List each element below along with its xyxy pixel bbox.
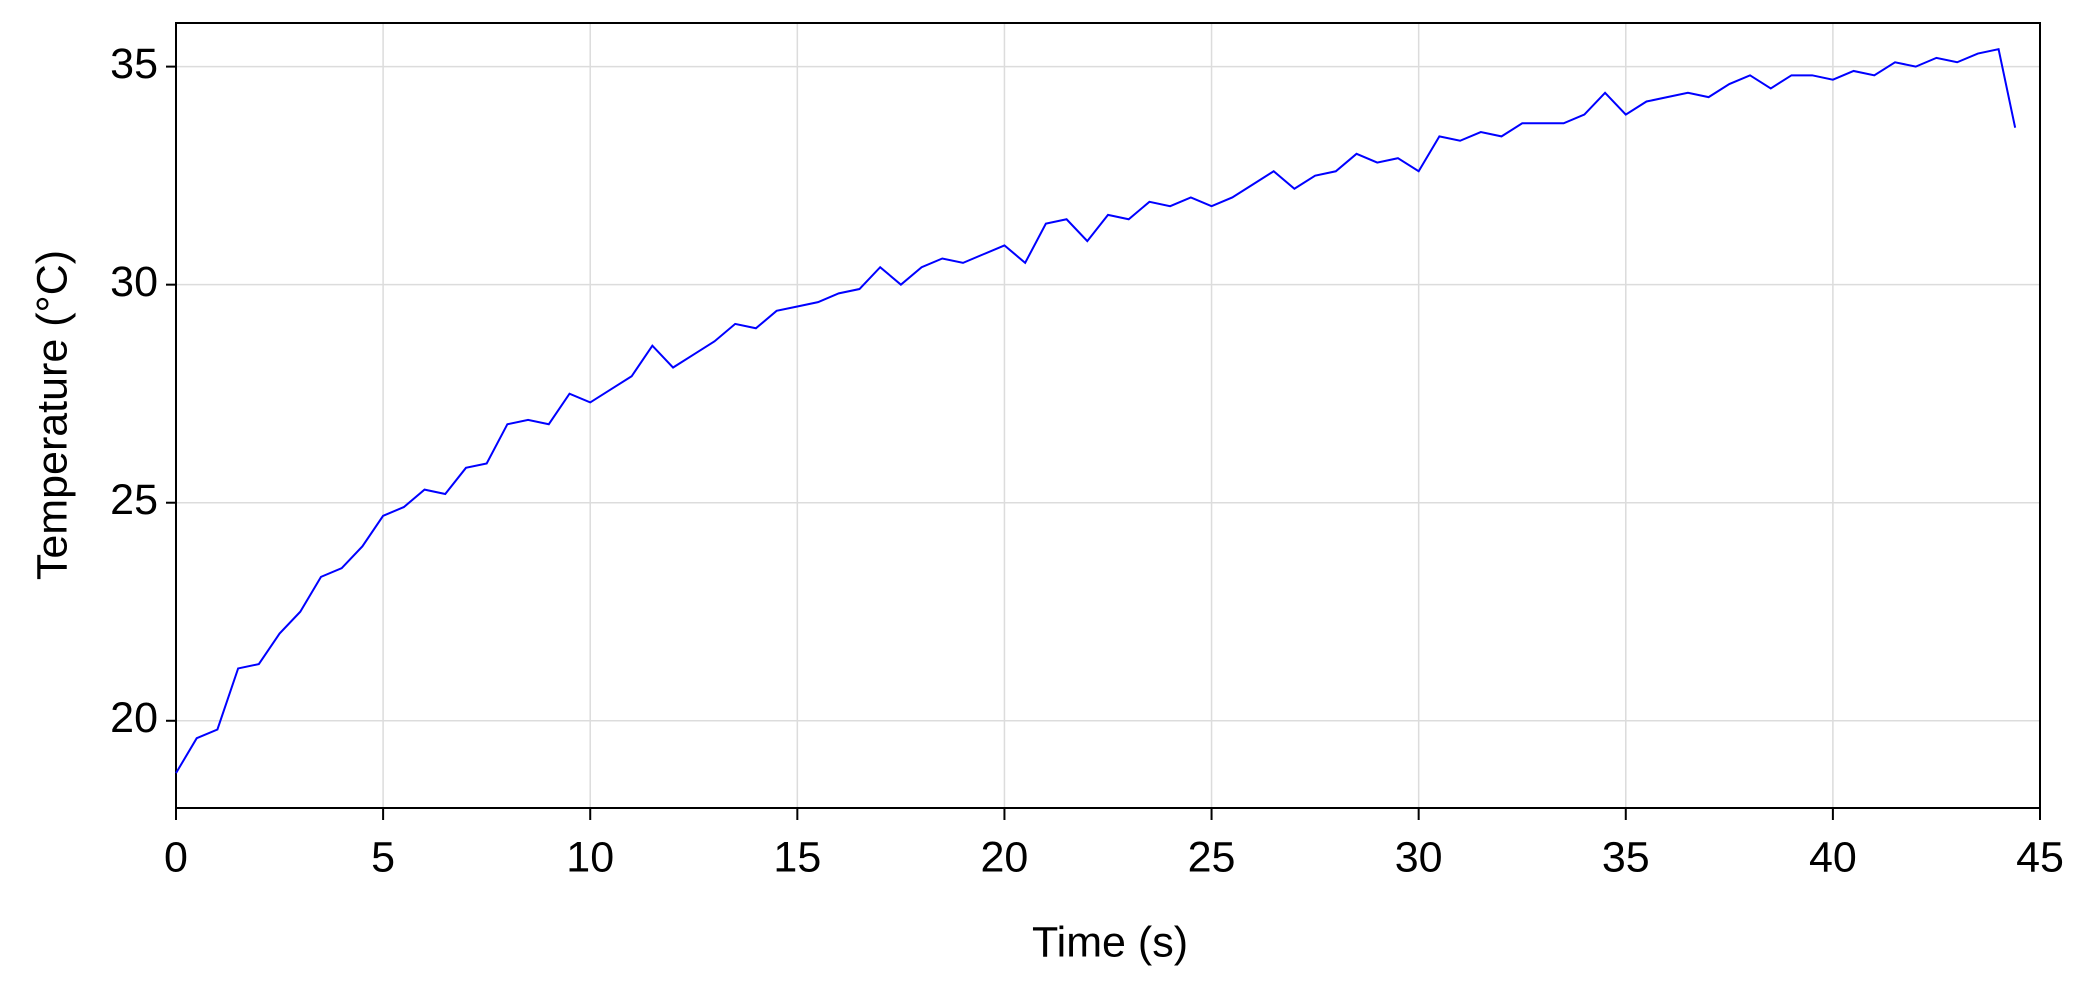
x-tick-label: 0: [164, 833, 188, 881]
y-tick-label: 20: [110, 694, 158, 742]
x-tick-label: 45: [2016, 833, 2064, 881]
x-tick-label: 5: [371, 833, 395, 881]
x-tick-label: 40: [1809, 833, 1857, 881]
x-tick-label: 20: [981, 833, 1029, 881]
y-tick-label: 25: [110, 476, 158, 524]
x-tick-label: 25: [1188, 833, 1236, 881]
x-tick-label: 30: [1395, 833, 1443, 881]
data-line: [175, 47, 2017, 774]
y-tick-label: 30: [110, 258, 158, 306]
x-tick-label: 35: [1602, 833, 1650, 881]
y-tick-label: 35: [110, 40, 158, 88]
x-tick-label: 15: [773, 833, 821, 881]
plot-frame: [175, 22, 2041, 809]
x-tick-label: 10: [566, 833, 614, 881]
y-axis-label: Temperature (°C): [28, 250, 76, 580]
x-axis-label: Time (s): [1032, 918, 1188, 966]
